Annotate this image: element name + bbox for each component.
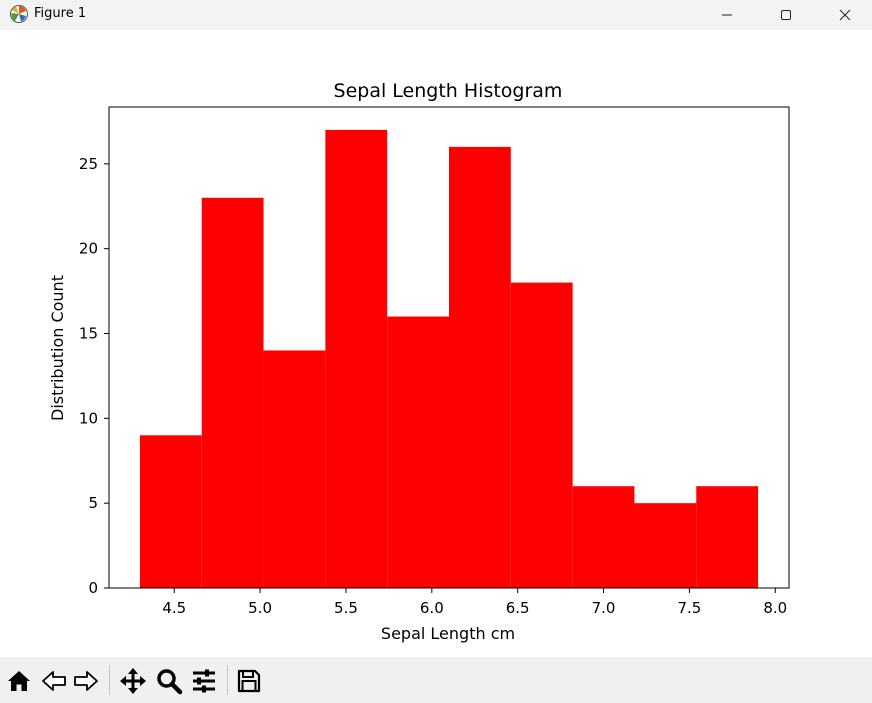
x-tick-label: 5.5 bbox=[334, 599, 358, 617]
bars-group bbox=[139, 129, 759, 588]
pan-button[interactable] bbox=[117, 665, 149, 697]
window-title: Figure 1 bbox=[34, 6, 87, 21]
toolbar-separator bbox=[109, 665, 110, 695]
x-tick-label: 7.5 bbox=[677, 599, 701, 617]
histogram-bar bbox=[263, 350, 326, 588]
back-icon bbox=[42, 671, 66, 691]
y-tick-label: 10 bbox=[79, 409, 98, 427]
x-tick-label: 4.5 bbox=[162, 599, 186, 617]
home-icon bbox=[8, 671, 30, 691]
y-axis: 0 5 10 15 20 25 bbox=[79, 155, 109, 597]
back-button[interactable] bbox=[39, 665, 69, 697]
histogram-bar bbox=[449, 146, 511, 588]
pan-icon bbox=[120, 668, 146, 694]
x-tick-label: 8.0 bbox=[763, 599, 787, 617]
minimize-button[interactable] bbox=[704, 0, 750, 30]
y-tick-label: 0 bbox=[88, 579, 98, 597]
chart-title: Sepal Length Histogram bbox=[334, 80, 563, 102]
maximize-button[interactable] bbox=[763, 0, 809, 30]
save-button[interactable] bbox=[234, 665, 264, 697]
x-axis-label: Sepal Length cm bbox=[381, 624, 515, 643]
y-tick-label: 25 bbox=[79, 155, 98, 173]
title-bar: Figure 1 bbox=[0, 0, 872, 30]
y-axis-label: Distribution Count bbox=[48, 275, 67, 421]
close-icon bbox=[839, 9, 851, 21]
histogram-bar bbox=[139, 435, 202, 588]
matplotlib-icon bbox=[10, 5, 28, 23]
x-tick-label: 5.0 bbox=[248, 599, 272, 617]
minimize-icon bbox=[722, 14, 732, 16]
home-button[interactable] bbox=[4, 665, 34, 697]
close-button[interactable] bbox=[822, 0, 868, 30]
x-axis: 4.5 5.0 5.5 6.0 6.5 7.0 7.5 8.0 bbox=[162, 588, 787, 617]
histogram-bar bbox=[634, 503, 697, 588]
zoom-button[interactable] bbox=[153, 665, 185, 697]
maximize-icon bbox=[781, 10, 791, 20]
histogram-chart: Sepal Length Histogram 4.5 5.0 5.5 6.0 6.5 7.… bbox=[48, 80, 790, 643]
figure-canvas[interactable]: Sepal Length Histogram 4.5 5.0 5.5 6.0 6.5 7.… bbox=[0, 30, 872, 657]
x-tick-label: 6.0 bbox=[420, 599, 444, 617]
forward-button[interactable] bbox=[71, 665, 101, 697]
forward-icon bbox=[74, 671, 98, 691]
configure-subplots-icon bbox=[193, 669, 215, 693]
histogram-bar bbox=[325, 129, 388, 588]
histogram-bar bbox=[201, 197, 264, 588]
zoom-icon bbox=[157, 669, 183, 695]
x-tick-label: 7.0 bbox=[592, 599, 616, 617]
histogram-bar bbox=[572, 486, 635, 588]
y-tick-label: 20 bbox=[79, 240, 98, 258]
histogram-bar bbox=[696, 486, 759, 588]
axes-frame bbox=[108, 106, 790, 589]
configure-subplots-button[interactable] bbox=[188, 665, 220, 697]
navigation-toolbar bbox=[0, 657, 872, 703]
save-icon bbox=[237, 669, 261, 693]
toolbar-separator bbox=[227, 665, 228, 695]
y-tick-label: 15 bbox=[79, 325, 98, 343]
y-tick-label: 5 bbox=[88, 494, 98, 512]
histogram-bar bbox=[387, 316, 449, 588]
histogram-bar bbox=[510, 282, 573, 588]
x-tick-label: 6.5 bbox=[506, 599, 530, 617]
